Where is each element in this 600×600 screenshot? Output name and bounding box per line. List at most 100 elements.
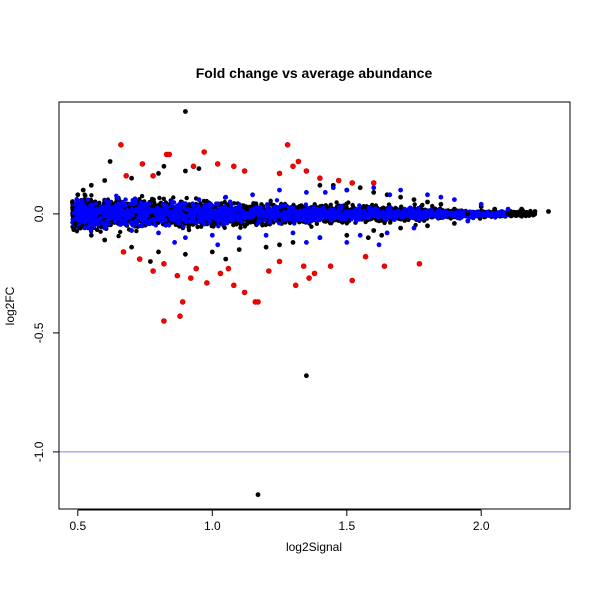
blue-point [344, 187, 350, 193]
cloud-point [93, 201, 99, 207]
dense-cloud-blue [70, 193, 510, 233]
cloud-point [288, 217, 293, 222]
cloud-point [118, 229, 123, 235]
cloud-point [433, 211, 439, 216]
cloud-point [357, 209, 362, 215]
black-point [183, 109, 188, 114]
cloud-point [323, 210, 329, 215]
cloud-point [371, 213, 376, 219]
cloud-point [274, 198, 280, 203]
cloud-point [350, 202, 355, 208]
cloud-point [484, 210, 490, 215]
red-point [255, 299, 261, 305]
y-tick-label: -1.0 [32, 441, 46, 462]
blue-point [505, 206, 511, 212]
cloud-point [454, 213, 459, 218]
cloud-point [531, 213, 536, 218]
cloud-point [496, 212, 501, 217]
cloud-point [153, 223, 159, 228]
red-point [317, 175, 323, 182]
cloud-point [315, 217, 320, 223]
cloud-point [92, 219, 97, 224]
cloud-point [161, 201, 166, 207]
red-point [370, 180, 377, 186]
blue-point [236, 235, 242, 241]
black-point [209, 249, 215, 255]
red-point [118, 142, 124, 148]
black-point [88, 232, 94, 238]
cloud-point [137, 204, 142, 209]
black-point [161, 163, 167, 169]
cloud-point [128, 201, 133, 207]
cloud-point [256, 218, 262, 223]
red-point [161, 260, 167, 267]
cloud-point [388, 220, 393, 225]
cloud-point [265, 203, 271, 208]
black-point [183, 168, 188, 174]
black-point [317, 182, 323, 188]
cloud-point [268, 198, 273, 203]
cloud-point [146, 201, 151, 206]
cloud-point [314, 221, 320, 226]
cloud-point [500, 212, 505, 218]
cloud-point [287, 205, 292, 211]
cloud-point [206, 213, 212, 218]
black-point [70, 199, 75, 205]
cloud-point [200, 206, 205, 211]
black-point [102, 237, 108, 243]
cloud-point [353, 206, 359, 212]
red-point [362, 253, 369, 260]
cloud-point [223, 211, 228, 216]
red-point [295, 158, 302, 165]
red-point [161, 318, 167, 324]
blue-point [317, 235, 323, 241]
blue-point [183, 235, 188, 241]
cloud-point [427, 211, 433, 217]
cloud-point [73, 208, 78, 213]
cloud-point [117, 210, 122, 215]
black-point [263, 244, 269, 250]
cloud-point [248, 214, 253, 219]
cloud-point [474, 209, 479, 215]
cloud-point [281, 218, 286, 223]
cloud-point [103, 206, 109, 212]
cloud-point [365, 214, 371, 219]
blue-point [263, 232, 269, 238]
cloud-point [164, 204, 170, 209]
black-point [357, 185, 363, 191]
cloud-point [198, 210, 204, 216]
cloud-point [222, 218, 227, 224]
cloud-point [336, 213, 341, 218]
cloud-point [251, 201, 256, 206]
red-point [276, 258, 283, 265]
blue-point [411, 225, 417, 231]
cloud-point [245, 219, 251, 224]
red-point [284, 142, 291, 148]
cloud-point [419, 213, 425, 218]
cloud-point [339, 203, 344, 209]
cloud-point [418, 216, 423, 221]
red-point [150, 173, 156, 179]
blue-point [215, 242, 221, 248]
cloud-point [210, 214, 216, 220]
blue-point [304, 240, 309, 245]
cloud-point [81, 219, 87, 225]
cloud-point [165, 210, 170, 215]
cloud-point [374, 209, 379, 214]
cloud-point [259, 214, 265, 219]
cloud-point [380, 209, 386, 214]
red-point [241, 289, 248, 296]
cloud-point [146, 208, 152, 213]
cloud-point [404, 211, 409, 216]
cloud-point [228, 202, 234, 208]
cloud-point [469, 210, 474, 215]
cloud-point [106, 221, 111, 227]
cloud-point [102, 211, 107, 216]
cloud-point [311, 204, 317, 209]
cloud-point [155, 216, 160, 221]
cloud-point [120, 199, 125, 205]
cloud-point [136, 214, 141, 220]
black-point [277, 242, 282, 248]
black-point [344, 232, 350, 238]
cloud-point [117, 216, 123, 221]
